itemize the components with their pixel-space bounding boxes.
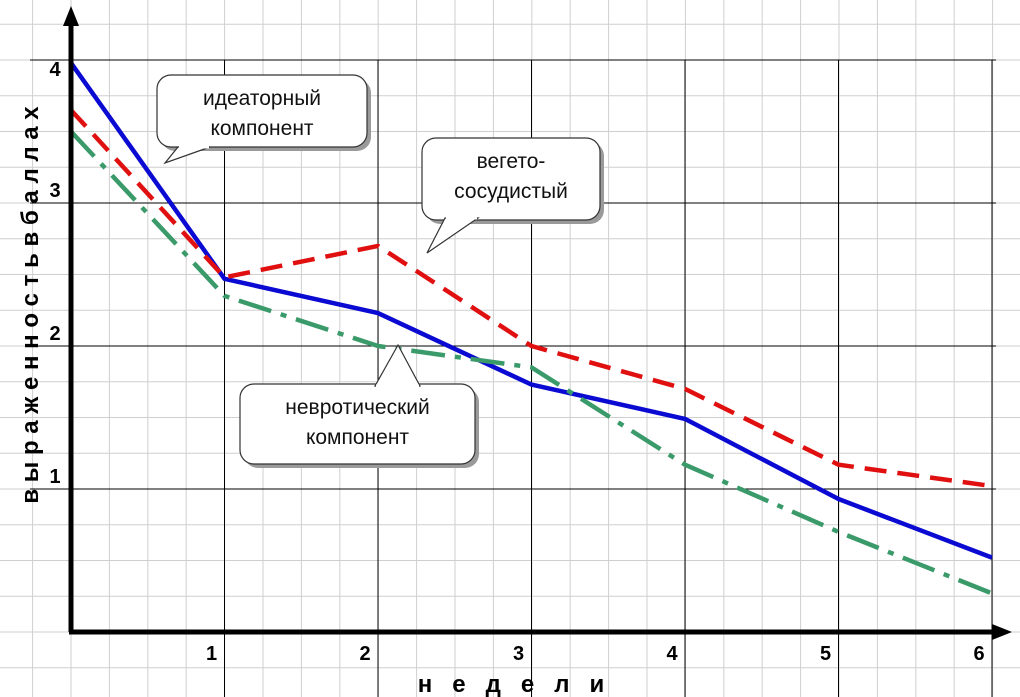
series-line-3: [69, 129, 993, 596]
series-layer: [69, 61, 993, 596]
x-tick-label: 6: [973, 643, 984, 665]
callout-box: [421, 137, 601, 221]
callout-2: вегето-сосудистый: [421, 137, 604, 254]
callout-box: [156, 74, 368, 148]
x-tick-label: 3: [513, 643, 524, 665]
x-axis-arrow: [992, 624, 1012, 640]
series-line-2: [69, 108, 993, 489]
x-tick-label: 2: [359, 643, 370, 665]
axes: [63, 6, 1012, 640]
callout-3: невротический компонент: [239, 343, 479, 468]
y-axis-title: в ы р а ж е н н о с т ь в б а л л а х: [17, 106, 44, 504]
x-tick-label: 4: [666, 643, 678, 665]
x-tick-label: 1: [206, 643, 217, 665]
y-axis-arrow: [63, 6, 79, 26]
tick-labels: 1 2 3 4 5 6 1 2 3 4: [49, 59, 984, 665]
y-tick-label: 1: [49, 466, 60, 488]
x-tick-label: 5: [820, 643, 831, 665]
series-line-1: [69, 61, 993, 560]
y-tick-label: 2: [49, 323, 60, 345]
callout-text: компонент: [210, 117, 313, 140]
callout-tail: [426, 217, 480, 254]
callout-text: невротический: [285, 396, 429, 419]
callout-text: идеаторный: [203, 87, 321, 110]
callout-1: идеаторный компонент: [156, 74, 371, 165]
y-tick-label: 3: [49, 180, 60, 202]
x-axis-title: н е д е л и: [418, 671, 604, 697]
callout-box: [239, 383, 476, 465]
callout-text: сосудистый: [454, 180, 568, 203]
y-tick-label: 4: [49, 59, 61, 81]
callout-text: компонент: [306, 426, 409, 449]
callout-text: вегето-: [477, 150, 546, 173]
callouts: идеаторный компонент вегето-сосудистый невр…: [156, 74, 604, 468]
